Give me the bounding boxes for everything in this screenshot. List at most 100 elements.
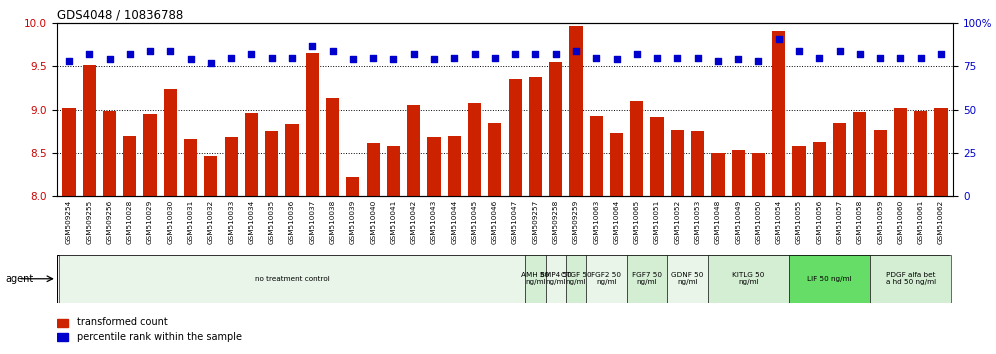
Text: GSM510038: GSM510038 — [330, 199, 336, 244]
Bar — [813, 142, 826, 196]
Bar — [427, 137, 440, 196]
Bar — [586, 255, 626, 303]
Text: GSM510047: GSM510047 — [512, 199, 518, 244]
Bar — [691, 131, 704, 196]
Text: GSM510029: GSM510029 — [147, 199, 153, 244]
Point — [730, 57, 746, 62]
Text: GSM510043: GSM510043 — [431, 199, 437, 244]
Text: GSM509254: GSM509254 — [66, 199, 72, 244]
Bar — [525, 255, 546, 303]
Point — [102, 57, 118, 62]
Text: GSM510055: GSM510055 — [796, 199, 802, 244]
Text: GSM510064: GSM510064 — [614, 199, 620, 244]
Text: transformed count: transformed count — [77, 318, 167, 327]
Bar — [184, 139, 197, 196]
Bar — [83, 65, 96, 196]
Text: GDNF 50
ng/ml: GDNF 50 ng/ml — [671, 272, 704, 285]
Bar — [566, 255, 586, 303]
Bar — [59, 255, 525, 303]
Text: AMH 50
ng/ml: AMH 50 ng/ml — [521, 272, 550, 285]
Point — [912, 55, 928, 61]
Bar — [711, 153, 724, 196]
Point — [649, 55, 665, 61]
Bar — [124, 136, 136, 196]
Text: GSM510042: GSM510042 — [410, 199, 416, 244]
Bar — [590, 116, 603, 196]
Point — [182, 57, 198, 62]
Point — [223, 55, 239, 61]
Bar — [57, 333, 68, 341]
Point — [345, 57, 361, 62]
Bar — [752, 153, 765, 196]
Point — [203, 60, 219, 66]
Point — [872, 55, 888, 61]
Text: GSM510030: GSM510030 — [167, 199, 173, 244]
Point — [669, 55, 685, 61]
Text: GSM510056: GSM510056 — [817, 199, 823, 244]
Bar — [708, 255, 789, 303]
Text: GSM510044: GSM510044 — [451, 199, 457, 244]
Text: agent: agent — [5, 274, 33, 284]
Text: GSM510049: GSM510049 — [735, 199, 741, 244]
Bar — [163, 89, 177, 196]
Bar — [447, 136, 461, 196]
Text: GSM510032: GSM510032 — [208, 199, 214, 244]
Bar — [772, 31, 786, 196]
Point — [487, 55, 503, 61]
Point — [264, 55, 280, 61]
Point — [568, 48, 584, 53]
Point — [892, 55, 908, 61]
Bar — [286, 125, 299, 196]
Bar — [793, 146, 806, 196]
Text: percentile rank within the sample: percentile rank within the sample — [77, 332, 242, 342]
Text: GSM510060: GSM510060 — [897, 199, 903, 244]
Bar — [650, 117, 663, 196]
Bar — [854, 112, 867, 196]
Bar — [871, 255, 951, 303]
Text: GSM510041: GSM510041 — [390, 199, 396, 244]
Text: GSM510054: GSM510054 — [776, 199, 782, 244]
Text: GSM510036: GSM510036 — [289, 199, 295, 244]
Point — [243, 51, 259, 57]
Bar — [326, 98, 340, 196]
Point — [791, 48, 807, 53]
Bar — [914, 112, 927, 196]
Point — [162, 48, 178, 53]
Point — [366, 55, 381, 61]
Text: KITLG 50
ng/ml: KITLG 50 ng/ml — [732, 272, 765, 285]
Point — [609, 57, 624, 62]
Point — [325, 48, 341, 53]
Point — [710, 58, 726, 64]
Text: LIF 50 ng/ml: LIF 50 ng/ml — [807, 276, 852, 282]
Point — [852, 51, 868, 57]
Text: GSM510052: GSM510052 — [674, 199, 680, 244]
Text: GSM510033: GSM510033 — [228, 199, 234, 244]
Text: GSM510061: GSM510061 — [917, 199, 923, 244]
Bar — [670, 130, 684, 196]
Bar — [143, 114, 156, 196]
Bar — [224, 137, 238, 196]
Text: GSM510051: GSM510051 — [654, 199, 660, 244]
Bar — [732, 150, 745, 196]
Text: GSM510057: GSM510057 — [837, 199, 843, 244]
Text: GSM510040: GSM510040 — [371, 199, 376, 244]
Point — [466, 51, 482, 57]
Bar — [306, 53, 319, 196]
Text: GSM510028: GSM510028 — [126, 199, 132, 244]
Text: GSM510062: GSM510062 — [938, 199, 944, 244]
Bar — [265, 131, 278, 196]
Point — [933, 51, 949, 57]
Bar — [546, 255, 566, 303]
Bar — [626, 255, 667, 303]
Bar — [204, 156, 217, 196]
Text: GSM509259: GSM509259 — [573, 199, 579, 244]
Bar — [63, 108, 76, 196]
Point — [385, 57, 401, 62]
Point — [122, 51, 137, 57]
Bar — [789, 255, 871, 303]
Bar — [103, 112, 117, 196]
Text: GSM510046: GSM510046 — [492, 199, 498, 244]
Bar — [667, 255, 708, 303]
Bar — [488, 123, 501, 196]
Text: FGF2 50
ng/ml: FGF2 50 ng/ml — [592, 272, 622, 285]
